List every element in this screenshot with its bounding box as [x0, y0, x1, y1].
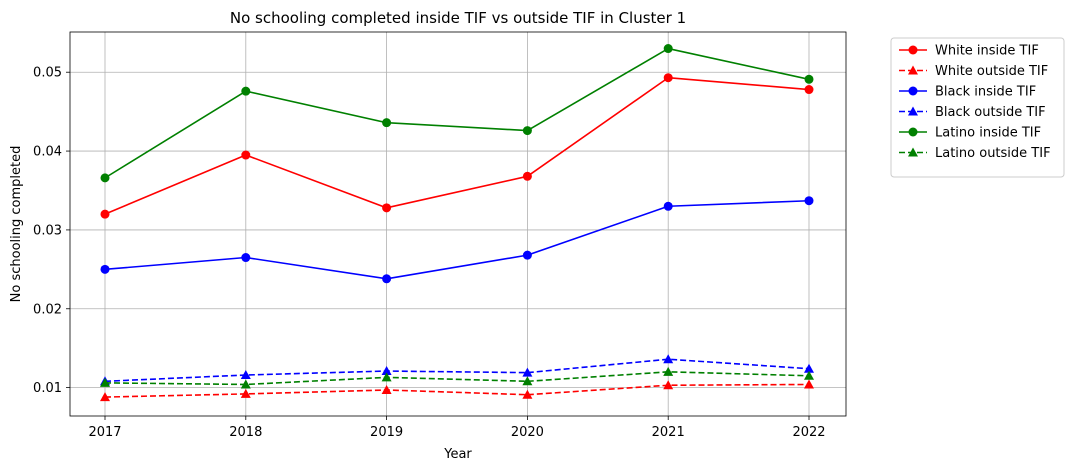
data-point	[804, 85, 814, 95]
data-point	[804, 196, 814, 206]
legend-label: Latino outside TIF	[935, 146, 1051, 161]
series-line	[104, 371, 810, 386]
data-point	[382, 274, 392, 284]
data-point	[240, 379, 251, 389]
legend-item: White inside TIF	[899, 44, 1039, 59]
grid	[70, 32, 846, 416]
series-white-outside-tif	[100, 379, 814, 402]
legend-label: White outside TIF	[935, 64, 1048, 79]
legend-item: Latino inside TIF	[899, 126, 1041, 141]
legend-frame	[890, 37, 1065, 178]
data-point	[100, 392, 110, 402]
data-point	[382, 203, 392, 213]
data-point	[522, 376, 533, 386]
y-tick-label: 0.04	[33, 145, 62, 160]
legend-marker	[908, 147, 918, 157]
chart-title: No schooling completed inside TIF vs out…	[230, 9, 686, 27]
series-line	[104, 383, 810, 398]
legend-marker	[908, 106, 918, 116]
data-point	[663, 201, 673, 211]
series-layer	[100, 44, 814, 402]
series-black-outside-tif	[100, 354, 814, 386]
x-tick-label: 2018	[229, 425, 262, 440]
y-tick-label: 0.05	[33, 66, 62, 81]
y-tick-label: 0.03	[33, 223, 62, 238]
data-point	[663, 73, 673, 83]
legend: White inside TIF White outside TIF Black i…	[890, 37, 1065, 178]
y-tick-label: 0.02	[33, 302, 62, 317]
series-line	[104, 199, 810, 280]
data-point	[241, 150, 251, 160]
legend-item: Black outside TIF	[899, 105, 1046, 120]
data-point	[522, 171, 532, 181]
data-point	[100, 377, 110, 387]
data-point	[240, 369, 251, 379]
data-point	[241, 86, 251, 96]
x-axis: 2017 2018 2019 2020 2021 2022	[88, 416, 826, 440]
x-tick-label: 2019	[370, 425, 403, 440]
x-tick-label: 2020	[511, 425, 544, 440]
data-point	[240, 388, 251, 398]
data-point	[100, 209, 110, 219]
legend-label: Latino inside TIF	[935, 126, 1041, 141]
data-point	[100, 264, 110, 274]
series-black-inside-tif	[100, 196, 814, 284]
legend-label: Black outside TIF	[935, 105, 1046, 120]
series-line	[104, 358, 810, 383]
series-line	[104, 76, 810, 215]
legend-marker	[908, 45, 918, 55]
data-point	[804, 74, 814, 84]
y-axis-label: No schooling completed	[9, 146, 24, 303]
legend-label: White inside TIF	[935, 44, 1039, 59]
data-point	[522, 126, 532, 136]
data-point	[382, 118, 392, 128]
series-latino-outside-tif	[100, 366, 814, 389]
x-tick-label: 2022	[792, 425, 825, 440]
data-point	[663, 354, 674, 364]
data-point	[381, 384, 392, 394]
data-point	[100, 173, 110, 183]
data-point	[522, 367, 533, 377]
y-tick-label: 0.01	[33, 381, 62, 396]
data-point	[663, 380, 674, 390]
legend-item: Latino outside TIF	[899, 146, 1051, 161]
data-point	[522, 389, 533, 399]
data-point	[381, 372, 392, 382]
x-tick-label: 2021	[652, 425, 685, 440]
legend-marker	[908, 127, 918, 137]
legend-marker	[908, 86, 918, 96]
series-white-inside-tif	[100, 73, 814, 219]
x-axis-label: Year	[443, 447, 472, 462]
series-latino-inside-tif	[100, 44, 814, 183]
data-point	[241, 253, 251, 263]
data-point	[804, 370, 814, 380]
legend-item: White outside TIF	[899, 64, 1048, 79]
data-point	[522, 250, 532, 260]
data-point	[663, 44, 673, 54]
data-point	[804, 363, 814, 373]
legend-item: Black inside TIF	[899, 85, 1036, 100]
plot-frame	[69, 31, 847, 417]
x-tick-label: 2017	[88, 425, 121, 440]
series-line	[104, 47, 810, 179]
data-point	[804, 379, 814, 389]
data-point	[663, 366, 674, 376]
legend-marker	[908, 65, 918, 75]
data-point	[381, 366, 392, 376]
y-axis: 0.01 0.02 0.03 0.04 0.05	[33, 66, 70, 396]
legend-label: Black inside TIF	[935, 85, 1036, 100]
